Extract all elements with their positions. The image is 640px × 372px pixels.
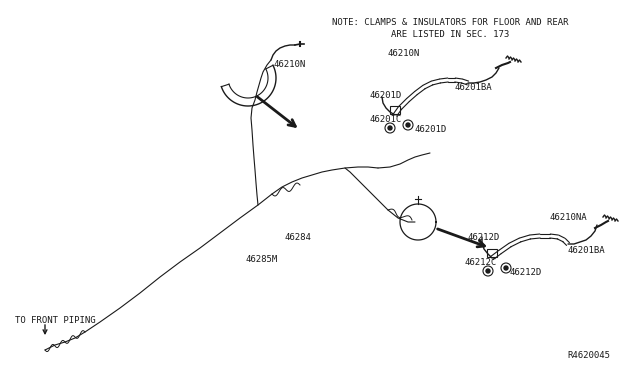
Text: 46201BA: 46201BA	[568, 246, 605, 255]
Bar	[487, 249, 497, 257]
Text: 46210NA: 46210NA	[550, 213, 588, 222]
Circle shape	[406, 123, 410, 127]
Text: ARE LISTED IN SEC. 173: ARE LISTED IN SEC. 173	[391, 30, 509, 39]
Text: TO FRONT PIPING: TO FRONT PIPING	[15, 316, 95, 325]
Text: 46210N: 46210N	[388, 49, 420, 58]
Circle shape	[504, 266, 508, 270]
Bar	[390, 106, 400, 114]
Circle shape	[486, 269, 490, 273]
Text: 46201C: 46201C	[370, 115, 403, 124]
Text: 46201D: 46201D	[370, 91, 403, 100]
Text: 46201D: 46201D	[415, 125, 447, 134]
Text: 46212D: 46212D	[510, 268, 542, 277]
Text: 46285M: 46285M	[245, 255, 277, 264]
Text: R4620045: R4620045	[567, 351, 610, 360]
Text: 46212C: 46212C	[465, 258, 497, 267]
Text: 46210N: 46210N	[274, 60, 307, 69]
Text: 46284: 46284	[285, 233, 312, 242]
Circle shape	[388, 126, 392, 130]
Text: 46201BA: 46201BA	[455, 83, 493, 92]
Text: 46212D: 46212D	[468, 233, 500, 242]
Text: NOTE: CLAMPS & INSULATORS FOR FLOOR AND REAR: NOTE: CLAMPS & INSULATORS FOR FLOOR AND …	[332, 18, 568, 27]
